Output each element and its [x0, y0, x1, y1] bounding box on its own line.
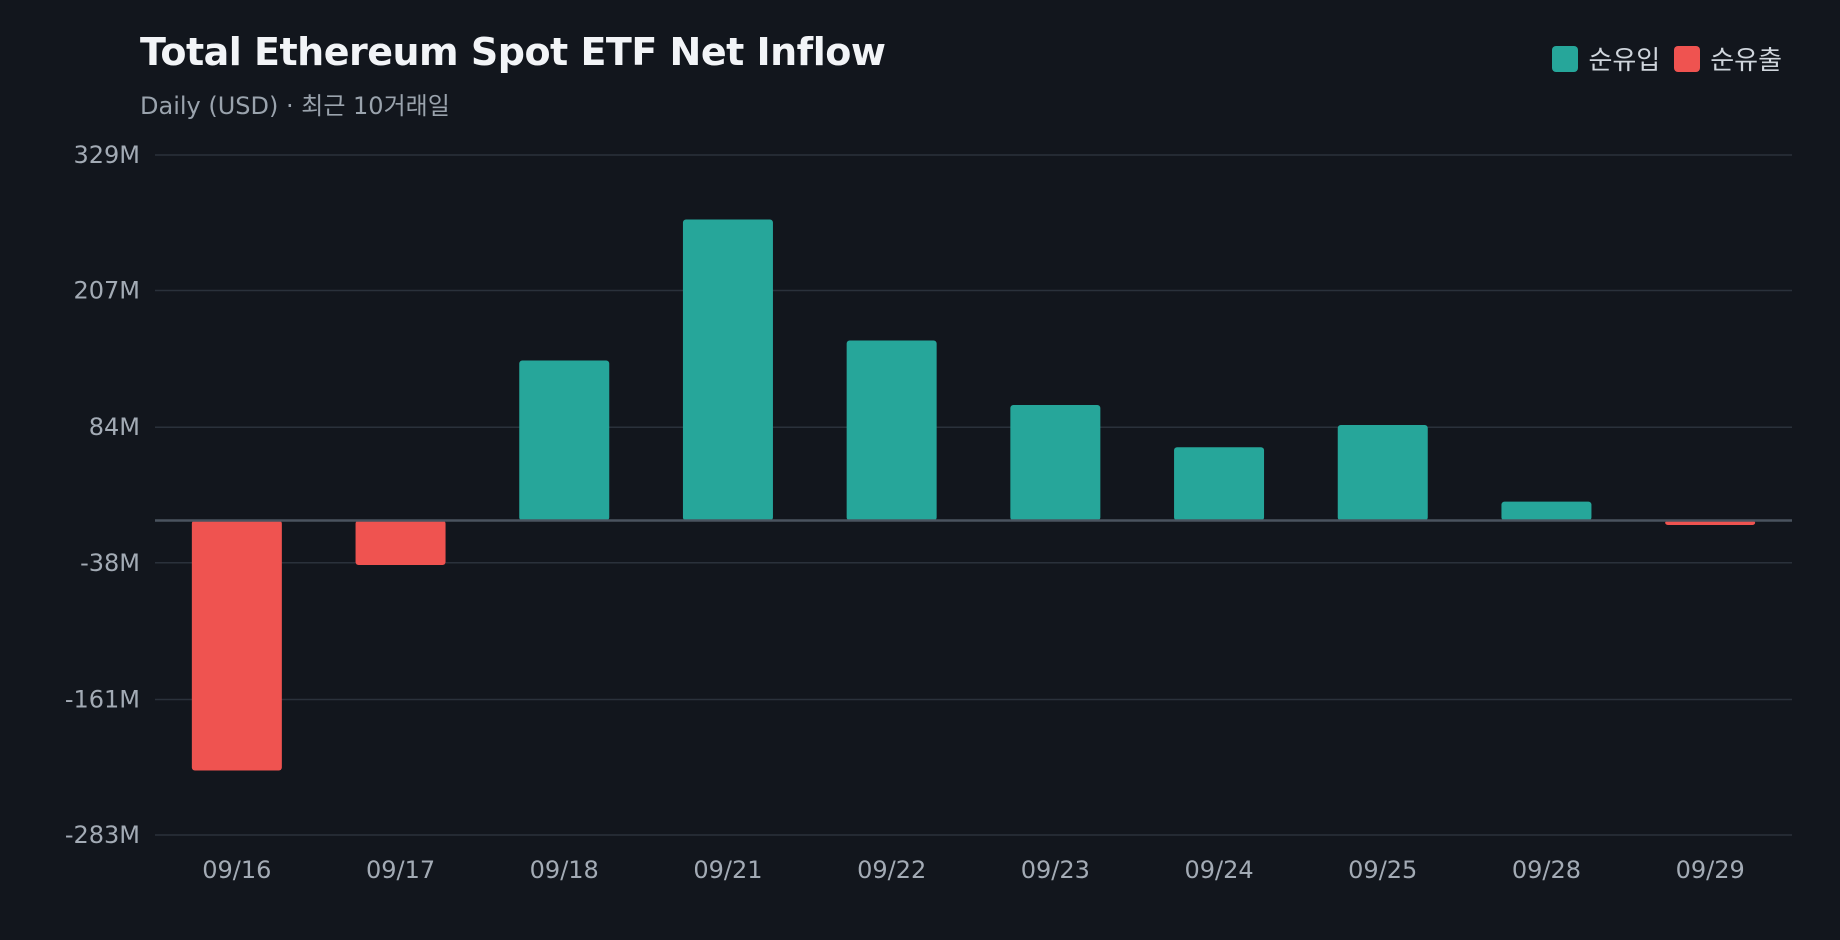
x-tick-label: 09/17 — [366, 856, 435, 884]
x-tick-label: 09/24 — [1184, 856, 1253, 884]
inflow-swatch — [1552, 45, 1579, 72]
inflow-bar — [1174, 447, 1265, 521]
legend-item-outflow[interactable]: 순유출 — [1674, 40, 1782, 77]
y-tick-label: -38M — [80, 549, 140, 577]
x-tick-label: 09/28 — [1512, 856, 1581, 884]
x-tick-label: 09/18 — [530, 856, 599, 884]
chart-subtitle: Daily (USD) · 최근 10거래일 — [140, 92, 450, 120]
inflow-bar — [1337, 425, 1428, 521]
x-tick-label: 09/23 — [1021, 856, 1090, 884]
outflow-swatch — [1674, 45, 1701, 72]
x-tick-label: 09/21 — [693, 856, 762, 884]
y-tick-label: 329M — [73, 141, 140, 169]
outflow-bar — [355, 520, 446, 565]
x-tick-label: 09/29 — [1676, 856, 1745, 884]
legend: 순유입 순유출 — [1552, 40, 1782, 77]
outflow-bar — [191, 520, 282, 771]
inflow-bar — [1010, 405, 1101, 521]
y-tick-label: 84M — [89, 413, 140, 441]
x-tick-label: 09/25 — [1348, 856, 1417, 884]
legend-label-outflow: 순유출 — [1710, 46, 1782, 76]
inflow-bar — [519, 360, 610, 521]
y-tick-label: 207M — [73, 277, 140, 305]
chart-title: Total Ethereum Spot ETF Net Inflow — [140, 30, 886, 74]
inflow-bar — [1501, 501, 1592, 521]
inflow-bar — [846, 340, 937, 521]
legend-label-inflow: 순유입 — [1588, 46, 1661, 76]
y-tick-label: -161M — [65, 685, 140, 713]
x-tick-label: 09/16 — [202, 856, 271, 884]
inflow-bar — [682, 219, 773, 521]
x-tick-label: 09/22 — [857, 856, 926, 884]
y-tick-label: -283M — [65, 821, 140, 849]
legend-item-inflow[interactable]: 순유입 — [1552, 40, 1660, 77]
